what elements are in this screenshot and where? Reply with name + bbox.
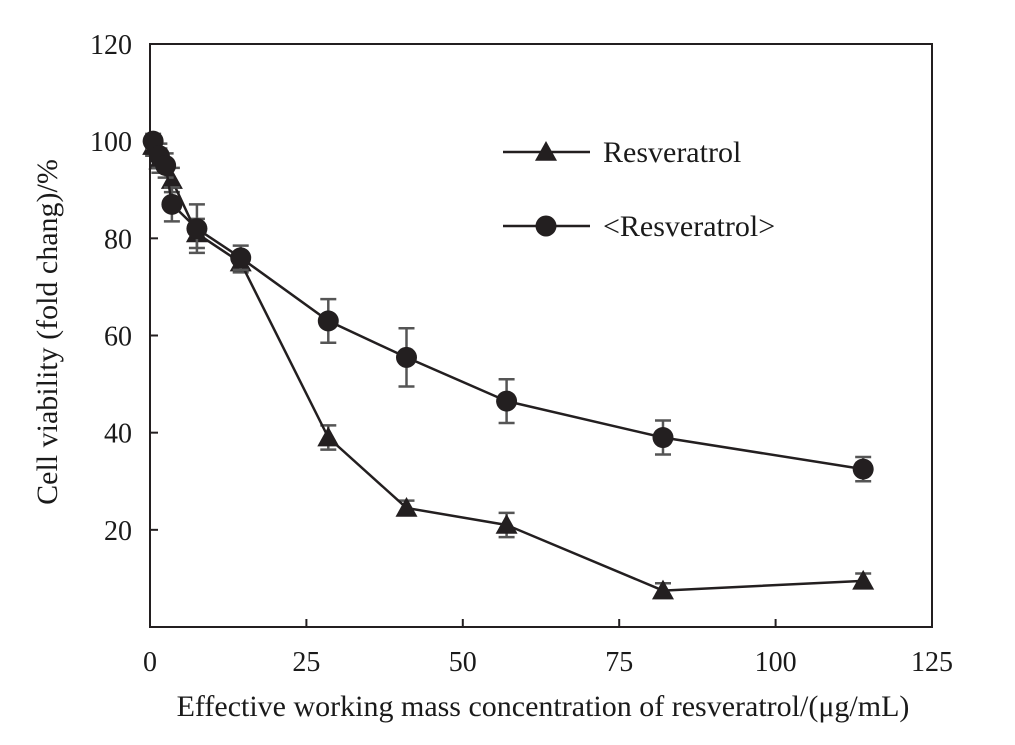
x-tick-label: 25: [292, 647, 320, 678]
series-line: [151, 140, 864, 471]
legend: Resveratrol <Resveratrol>: [503, 136, 775, 243]
data-point: [651, 579, 674, 600]
y-tick-label: 120: [90, 30, 132, 61]
series-encapsulated-resveratrol: [142, 130, 874, 483]
data-point: [496, 390, 518, 412]
y-tick-label: 80: [104, 224, 132, 255]
data-point: [317, 426, 340, 447]
x-axis-ticks: 0 25 50 75 100 125: [143, 619, 953, 678]
y-tick-label: 20: [104, 516, 132, 547]
data-point: [317, 310, 339, 332]
data-point: [186, 218, 208, 240]
data-point: [395, 496, 418, 517]
data-point: [652, 427, 674, 449]
series-layer: [142, 130, 875, 600]
data-point: [230, 247, 252, 269]
x-tick-label: 75: [605, 647, 633, 678]
data-point: [160, 169, 183, 189]
data-point: [495, 513, 518, 534]
legend-label: <Resveratrol>: [603, 210, 775, 243]
y-tick-label: 100: [90, 127, 132, 158]
legend-triangle-marker: [535, 141, 557, 161]
y-axis-title: Cell viability (fold chang)/%: [31, 159, 64, 505]
x-tick-label: 50: [449, 647, 477, 678]
x-axis-title: Effective working mass concentration of …: [177, 690, 910, 723]
x-tick-label: 0: [143, 647, 157, 678]
legend-label: Resveratrol: [603, 136, 741, 169]
y-tick-label: 60: [104, 322, 132, 353]
data-point: [852, 458, 874, 480]
series-resveratrol: [142, 135, 875, 600]
data-point: [161, 193, 183, 215]
y-axis-ticks: 20 40 60 80 100 120: [90, 30, 158, 547]
x-tick-label: 100: [755, 647, 797, 678]
x-tick-label: 125: [911, 647, 953, 678]
y-tick-label: 40: [104, 419, 132, 450]
data-point: [852, 569, 875, 590]
data-point: [155, 154, 177, 176]
data-point: [395, 346, 417, 368]
legend-circle-marker: [535, 215, 557, 237]
